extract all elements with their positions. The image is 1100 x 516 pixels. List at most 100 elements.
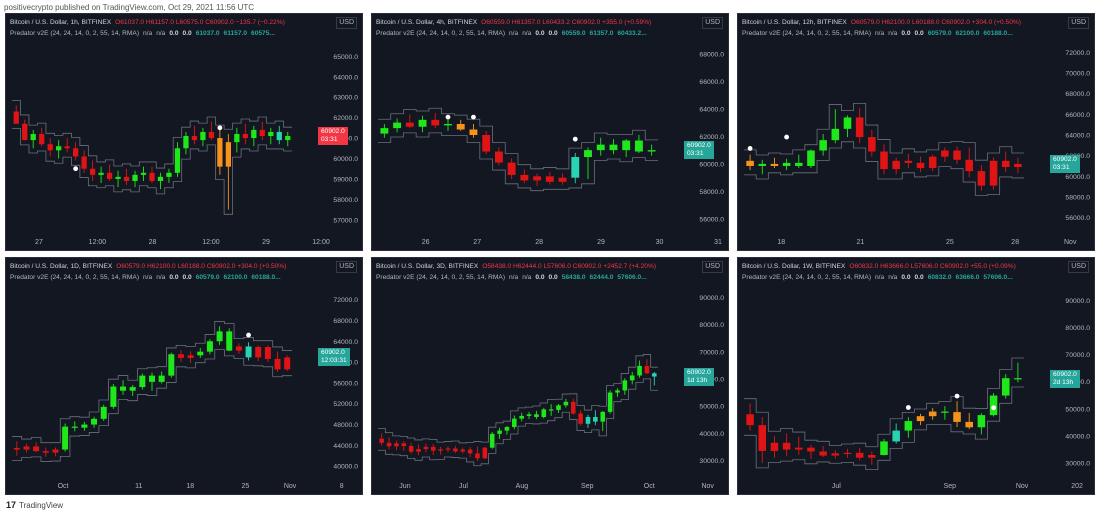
x-tick-label: 29 xyxy=(597,239,605,246)
candle xyxy=(892,423,900,444)
candle xyxy=(916,413,925,426)
candle xyxy=(541,407,547,419)
y-tick-label: 63000.0 xyxy=(333,95,358,102)
candlestick-chart[interactable]: 72000.068000.064000.060000.056000.052000… xyxy=(6,258,363,495)
candle xyxy=(149,166,155,184)
indicator-name[interactable]: Predator v2E (24, 24, 14, 0, 2, 55, 14, … xyxy=(742,30,872,37)
candle xyxy=(405,114,414,129)
symbol-title[interactable]: Bitcoin / U.S. Dollar, 1h, BITFINEX xyxy=(10,19,112,26)
candle-body xyxy=(563,401,569,406)
candle-body xyxy=(467,449,473,454)
symbol-title[interactable]: Bitcoin / U.S. Dollar, 1D, BITFINEX xyxy=(10,263,113,270)
candle xyxy=(977,164,986,191)
x-tick-label: Sep xyxy=(581,483,594,490)
candle-body xyxy=(504,427,510,431)
last-price-label: 60902.0 03:31 xyxy=(684,141,714,160)
channel-upper-line xyxy=(12,100,292,169)
candle-body xyxy=(174,148,181,173)
candle xyxy=(251,125,257,147)
chart-panel-6[interactable]: 90000.080000.070000.060000.050000.040000… xyxy=(737,257,1095,495)
candle-body xyxy=(469,129,478,135)
candle-body xyxy=(456,123,465,130)
currency-button[interactable]: USD xyxy=(702,261,723,273)
candle-body xyxy=(758,425,767,451)
candle-body xyxy=(916,416,925,422)
currency-button[interactable]: USD xyxy=(702,17,723,29)
candle xyxy=(585,414,591,428)
indicator-name[interactable]: Predator v2E (24, 24, 14, 0, 2, 55, 14, … xyxy=(10,274,140,281)
symbol-title[interactable]: Bitcoin / U.S. Dollar, 3D, BITFINEX xyxy=(376,263,479,270)
candle xyxy=(13,105,19,124)
indicator-name[interactable]: Predator v2E (24, 24, 14, 0, 2, 55, 14, … xyxy=(742,274,872,281)
indicator-value: 63666.0 xyxy=(955,274,980,281)
chart-panel-2[interactable]: 68000.0 66000.0 64000.0 62000.0 60000.0 58000… xyxy=(371,13,729,251)
indicator-value: 60832.0 xyxy=(927,274,952,281)
candlestick-chart[interactable]: 65000.064000.063000.062000.061000.060000… xyxy=(6,14,363,251)
candle-body xyxy=(880,441,888,455)
currency-button[interactable]: USD xyxy=(1068,17,1089,29)
indicator-value: n/a xyxy=(156,274,166,281)
indicator-name[interactable]: Predator v2E (24, 24, 14, 0, 2, 55, 14, … xyxy=(10,30,140,37)
candle xyxy=(268,127,274,145)
candle-body xyxy=(795,447,803,450)
candle-body xyxy=(274,358,281,370)
chart-panel-4[interactable]: 72000.068000.064000.060000.056000.052000… xyxy=(5,257,363,495)
candle xyxy=(33,442,40,453)
candle-body xyxy=(42,451,49,453)
candle-body xyxy=(115,176,121,179)
last-price-value: 60902.0 xyxy=(1053,371,1077,379)
symbol-title[interactable]: Bitcoin / U.S. Dollar, 4h, BITFINEX xyxy=(376,19,478,26)
x-tick-label: Jun xyxy=(399,483,410,490)
indicator-name[interactable]: Predator v2E (24, 24, 14, 0, 2, 55, 14, … xyxy=(376,30,506,37)
candle xyxy=(191,125,198,145)
candle xyxy=(460,447,466,454)
candle-body xyxy=(615,390,620,393)
currency-button[interactable]: USD xyxy=(336,17,357,29)
x-tick-label: Oct xyxy=(58,483,69,490)
y-tick-label: 30000.0 xyxy=(699,458,724,465)
candle-body xyxy=(110,386,117,407)
symbol-header: Bitcoin / U.S. Dollar, 1h, BITFINEX O6103… xyxy=(10,17,285,28)
candle xyxy=(941,147,949,162)
candle xyxy=(622,139,631,158)
candle-body xyxy=(1001,160,1010,168)
x-tick-label: Aug xyxy=(516,483,529,490)
candle xyxy=(855,447,864,461)
candlestick-chart[interactable]: 90000.080000.070000.060000.050000.040000… xyxy=(372,258,729,495)
symbol-title[interactable]: Bitcoin / U.S. Dollar, 1W, BITFINEX xyxy=(742,263,846,270)
tradingview-footer[interactable]: 17 TradingView xyxy=(6,498,63,512)
indicator-name[interactable]: Predator v2E (24, 24, 14, 0, 2, 55, 14, … xyxy=(376,274,506,281)
candlestick-chart[interactable]: 68000.0 66000.0 64000.0 62000.0 60000.0 58000… xyxy=(372,14,729,251)
indicator-value: 60579.0 xyxy=(195,274,220,281)
candle-body xyxy=(158,375,165,382)
candle xyxy=(1001,374,1010,399)
candle-body xyxy=(989,160,998,186)
chart-panel-1[interactable]: 65000.064000.063000.062000.061000.060000… xyxy=(5,13,363,251)
chart-panel-5[interactable]: 90000.080000.070000.060000.050000.040000… xyxy=(371,257,729,495)
candlestick-chart[interactable]: 72000.070000.068000.066000.064000.062000… xyxy=(738,14,1095,251)
candle xyxy=(482,130,491,155)
candle-body xyxy=(285,136,291,141)
candle-body xyxy=(904,421,913,431)
candle-body xyxy=(928,156,937,169)
candle-body xyxy=(259,129,265,137)
candle-body xyxy=(157,176,164,181)
candle-body xyxy=(235,346,242,351)
candle xyxy=(819,446,827,458)
candle-body xyxy=(255,346,262,358)
candle-body xyxy=(177,354,184,358)
candlestick-chart[interactable]: 90000.080000.070000.060000.050000.040000… xyxy=(738,258,1095,495)
currency-button[interactable]: USD xyxy=(336,261,357,273)
candle-body xyxy=(977,171,986,186)
candle-body xyxy=(284,357,291,370)
candle-body xyxy=(746,160,754,166)
candle xyxy=(456,119,465,131)
chart-panel-3[interactable]: 72000.070000.068000.066000.064000.062000… xyxy=(737,13,1095,251)
symbol-title[interactable]: Bitcoin / U.S. Dollar, 12h, BITFINEX xyxy=(742,19,847,26)
candle xyxy=(386,437,392,450)
candle-body xyxy=(807,447,815,452)
candle-body xyxy=(600,411,606,422)
currency-button[interactable]: USD xyxy=(1068,261,1089,273)
candle-body xyxy=(408,446,414,452)
channel-lower-line xyxy=(378,378,658,467)
